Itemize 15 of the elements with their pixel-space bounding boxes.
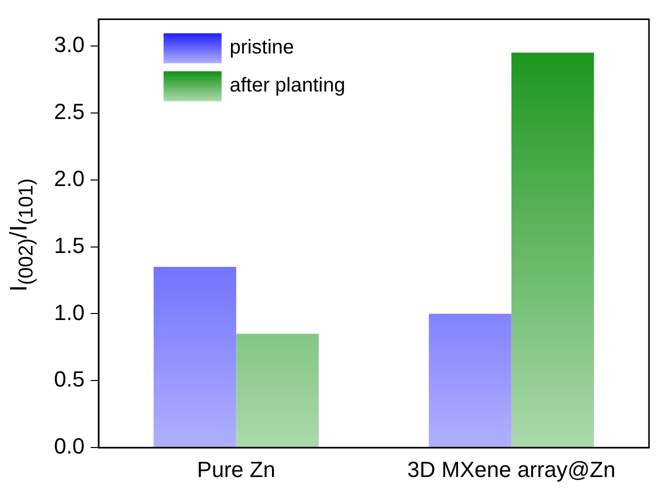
x-tick-label: Pure Zn	[197, 456, 276, 482]
y-tick-label: 2.0	[54, 166, 85, 191]
bar	[154, 266, 236, 448]
x-tick-label: 3D MXene array@Zn	[407, 456, 616, 482]
bar	[511, 52, 594, 448]
legend-label: pristine	[230, 36, 294, 59]
y-tick-label: 0.0	[54, 434, 85, 459]
y-tick-label: 0.5	[54, 366, 85, 392]
y-tick-label: 1.0	[54, 300, 85, 325]
y-tick-label: 2.5	[54, 98, 85, 124]
legend-label: after planting	[230, 74, 346, 97]
bar	[428, 314, 512, 448]
y-tick-label: 1.5	[54, 232, 85, 258]
y-tick-label: 3.0	[54, 32, 85, 58]
bar	[236, 334, 319, 448]
